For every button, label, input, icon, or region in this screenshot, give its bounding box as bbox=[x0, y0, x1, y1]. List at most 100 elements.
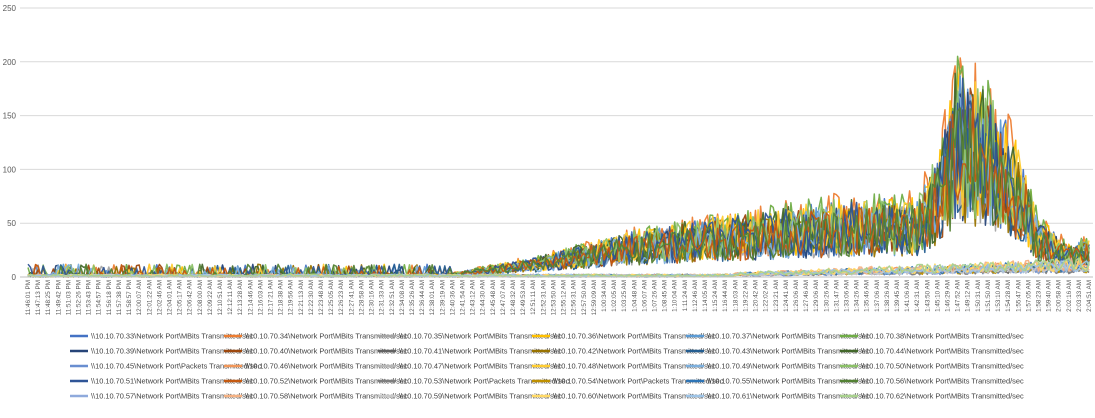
legend-label: \\10.10.70.61\Network Port\MBits Transmi… bbox=[707, 392, 870, 401]
legend-item: \\10.10.70.41\Network Port\MBits Transmi… bbox=[378, 347, 562, 356]
x-tick-label: 12:38:01 AM bbox=[429, 280, 436, 315]
x-tick-label: 12:05:17 AM bbox=[177, 280, 184, 315]
x-tick-label: 12:55:12 AM bbox=[561, 280, 568, 315]
x-tick-label: 12:17:21 AM bbox=[268, 280, 275, 315]
x-tick-label: 1:10:04 AM bbox=[672, 280, 679, 312]
x-tick-label: 1:47:52 AM bbox=[955, 280, 962, 312]
x-tick-label: 12:47:07 AM bbox=[500, 280, 507, 315]
legend-label: \\10.10.70.36\Network Port\MBits Transmi… bbox=[553, 332, 716, 341]
legend-label: \\10.10.70.50\Network Port\MBits Transmi… bbox=[861, 362, 1024, 371]
legend-label: \\10.10.70.49\Network Port\MBits Transmi… bbox=[707, 362, 870, 371]
x-tick-label: 11:56:18 PM bbox=[106, 280, 113, 315]
legend-label: \\10.10.70.38\Network Port\MBits Transmi… bbox=[861, 332, 1024, 341]
x-tick-label: 12:23:48 AM bbox=[318, 280, 325, 315]
legend-label: \\10.10.70.35\Network Port\MBits Transmi… bbox=[399, 332, 562, 341]
x-tick-label: 2:03:33 AM bbox=[1076, 280, 1083, 312]
x-tick-label: 12:30:16 AM bbox=[369, 280, 376, 315]
legend-label: \\10.10.70.34\Network Port\MBits Transmi… bbox=[245, 332, 408, 341]
x-tick-label: 1:59:40 AM bbox=[1046, 280, 1053, 312]
x-tick-label: 12:26:23 AM bbox=[338, 280, 345, 315]
x-tick-label: 12:12:11 AM bbox=[227, 280, 234, 315]
legend-item: \\10.10.70.46\Network Port\MBits Transmi… bbox=[224, 362, 408, 371]
x-tick-label: 12:32:51 AM bbox=[389, 280, 396, 315]
x-tick-label: 1:46:29 AM bbox=[945, 280, 952, 312]
legend-label: \\10.10.70.48\Network Port\MBits Transmi… bbox=[553, 362, 716, 371]
legend-item: \\10.10.70.53\Network Port\Packets Trans… bbox=[378, 377, 570, 386]
x-tick-label: 1:16:44 AM bbox=[722, 280, 729, 312]
legend-label: \\10.10.70.52\Network Port\MBits Transmi… bbox=[245, 377, 408, 386]
legend-label: \\10.10.70.37\Network Port\MBits Transmi… bbox=[707, 332, 870, 341]
x-tick-label: 1:43:50 AM bbox=[924, 280, 931, 312]
x-tick-label: 11:47:13 PM bbox=[35, 280, 42, 315]
chart-legend: \\10.10.70.33\Network Port\MBits Transmi… bbox=[70, 332, 1024, 401]
legend-label: \\10.10.70.53\Network Port\Packets Trans… bbox=[399, 377, 570, 386]
x-tick-label: 1:02:05 AM bbox=[611, 280, 618, 312]
x-tick-label: 1:55:47 AM bbox=[1015, 280, 1022, 312]
x-tick-label: 2:02:16 AM bbox=[1066, 280, 1073, 312]
x-tick-label: 1:51:50 AM bbox=[985, 280, 992, 312]
legend-item: \\10.10.70.37\Network Port\MBits Transmi… bbox=[686, 332, 870, 341]
legend-label: \\10.10.70.59\Network Port\MBits Transmi… bbox=[399, 392, 562, 401]
x-tick-label: 12:13:28 AM bbox=[237, 280, 244, 315]
x-tick-label: 1:34:26 AM bbox=[854, 280, 861, 312]
x-tick-label: 1:30:26 AM bbox=[823, 280, 830, 312]
legend-item: \\10.10.70.49\Network Port\MBits Transmi… bbox=[686, 362, 870, 371]
x-tick-label: 12:10:51 AM bbox=[217, 280, 224, 315]
x-tick-label: 11:48:25 PM bbox=[45, 280, 52, 315]
y-axis-tick-labels: 0 50 100 150 200 250 bbox=[3, 4, 17, 282]
x-tick-label: 1:45:10 AM bbox=[934, 280, 941, 312]
legend-item: \\10.10.70.39\Network Port\MBits Transmi… bbox=[70, 347, 254, 356]
x-tick-label: 12:34:08 AM bbox=[399, 280, 406, 315]
x-tick-label: 12:22:30 AM bbox=[308, 280, 315, 315]
x-axis-tick-labels: 11:46:01 PM 11:47:13 PM 11:48:25 PM 11:49:4… bbox=[25, 280, 1093, 315]
y-tick-label: 50 bbox=[7, 219, 16, 228]
legend-item: \\10.10.70.51\Network Port\MBits Transmi… bbox=[70, 377, 254, 386]
legend-item: \\10.10.70.38\Network Port\MBits Transmi… bbox=[840, 332, 1024, 341]
legend-item: \\10.10.70.60\Network Port\MBits Transmi… bbox=[532, 392, 716, 401]
legend-label: \\10.10.70.51\Network Port\MBits Transmi… bbox=[91, 377, 254, 386]
x-tick-label: 12:35:26 AM bbox=[409, 280, 416, 315]
x-tick-label: 12:52:31 AM bbox=[540, 280, 547, 315]
legend-item: \\10.10.70.61\Network Port\MBits Transmi… bbox=[686, 392, 870, 401]
x-tick-label: 12:48:32 AM bbox=[510, 280, 517, 315]
legend-label: \\10.10.70.41\Network Port\MBits Transmi… bbox=[399, 347, 562, 356]
legend-item: \\10.10.70.59\Network Port\MBits Transmi… bbox=[378, 392, 562, 401]
x-tick-label: 1:29:06 AM bbox=[813, 280, 820, 312]
x-tick-label: 1:38:26 AM bbox=[884, 280, 891, 312]
x-tick-label: 1:26:06 AM bbox=[793, 280, 800, 312]
x-tick-label: 1:20:42 AM bbox=[753, 280, 760, 312]
x-tick-label: 1:31:47 AM bbox=[833, 280, 840, 312]
x-tick-label: 1:18:03 AM bbox=[732, 280, 739, 312]
x-tick-label: 12:39:19 AM bbox=[439, 280, 446, 315]
x-tick-label: 1:54:28 AM bbox=[1005, 280, 1012, 312]
x-tick-label: 12:44:30 AM bbox=[480, 280, 487, 315]
x-tick-label: 12:16:03 AM bbox=[257, 280, 264, 315]
x-tick-label: 12:53:50 AM bbox=[550, 280, 557, 315]
legend-item: \\10.10.70.56\Network Port\MBits Transmi… bbox=[840, 377, 1024, 386]
legend-item: \\10.10.70.45\Network Port\Packets Trans… bbox=[70, 362, 262, 371]
x-tick-label: 1:33:06 AM bbox=[843, 280, 850, 312]
legend-label: \\10.10.70.42\Network Port\MBits Transmi… bbox=[553, 347, 716, 356]
x-tick-label: 12:04:01 AM bbox=[166, 280, 173, 315]
legend-label: \\10.10.70.54\Network Port\Packets Trans… bbox=[553, 377, 724, 386]
x-tick-label: 12:00:07 AM bbox=[136, 280, 143, 315]
legend-item: \\10.10.70.44\Network Port\MBits Transmi… bbox=[840, 347, 1024, 356]
y-tick-label: 250 bbox=[3, 4, 17, 13]
x-tick-label: 1:19:22 AM bbox=[742, 280, 749, 312]
x-tick-label: 12:43:12 AM bbox=[470, 280, 477, 315]
legend-label: \\10.10.70.44\Network Port\MBits Transmi… bbox=[861, 347, 1024, 356]
x-tick-label: 12:06:42 AM bbox=[187, 280, 194, 315]
x-tick-label: 1:23:21 AM bbox=[773, 280, 780, 312]
legend-item: \\10.10.70.50\Network Port\MBits Transmi… bbox=[840, 362, 1024, 371]
x-tick-label: 1:00:34 AM bbox=[601, 280, 608, 312]
series-line bbox=[27, 257, 1090, 278]
y-tick-label: 100 bbox=[3, 165, 17, 174]
x-tick-label: 1:27:46 AM bbox=[803, 280, 810, 312]
legend-item: \\10.10.70.40\Network Port\MBits Transmi… bbox=[224, 347, 408, 356]
legend-label: \\10.10.70.45\Network Port\Packets Trans… bbox=[91, 362, 262, 371]
x-tick-label: 12:59:09 AM bbox=[591, 280, 598, 315]
x-tick-label: 1:57:05 AM bbox=[1025, 280, 1032, 312]
x-tick-label: 12:57:50 AM bbox=[581, 280, 588, 315]
legend-label: \\10.10.70.60\Network Port\MBits Transmi… bbox=[553, 392, 716, 401]
x-tick-label: 11:58:57 PM bbox=[126, 280, 133, 315]
